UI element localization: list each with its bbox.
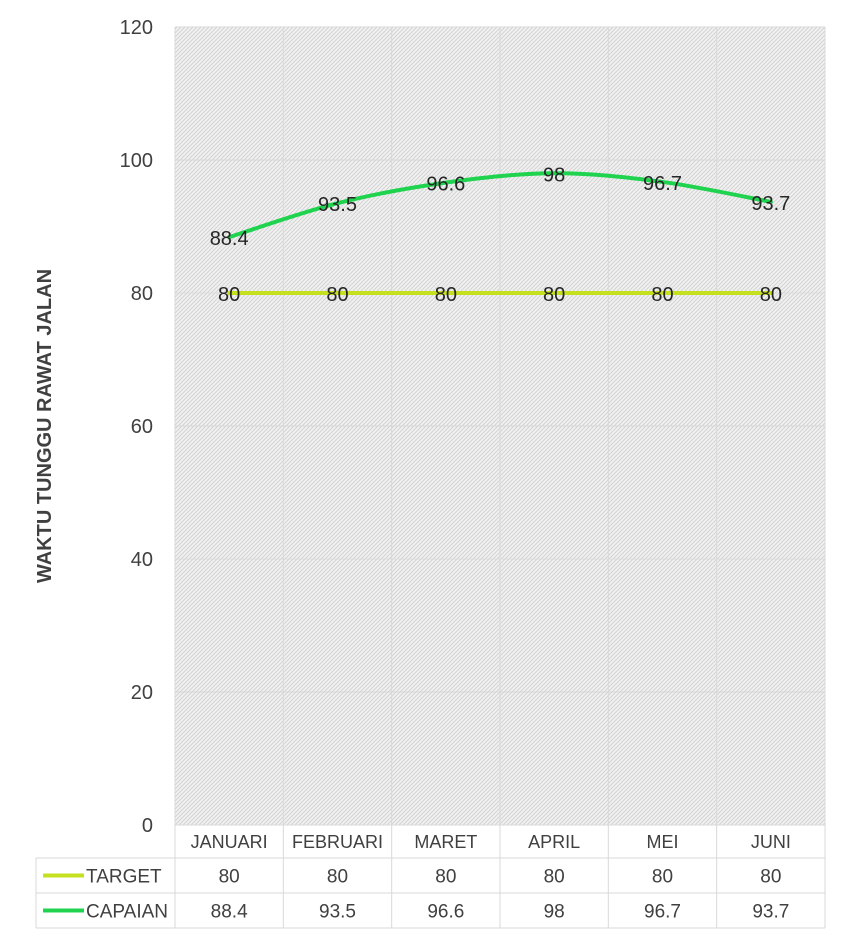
data-label: 93.7 xyxy=(751,193,790,215)
data-label: 80 xyxy=(435,284,457,306)
y-tick-label: 120 xyxy=(120,17,153,39)
table-cell: 80 xyxy=(327,867,348,888)
x-tick-label: JUNI xyxy=(751,832,791,852)
table-cell: 80 xyxy=(219,867,240,888)
y-tick-label: 60 xyxy=(131,416,153,438)
data-label: 93.5 xyxy=(318,194,357,216)
data-label: 98 xyxy=(543,164,565,186)
series-line-capaian xyxy=(227,171,773,240)
y-tick-label: 40 xyxy=(131,549,153,571)
x-tick-label: APRIL xyxy=(528,832,580,852)
x-tick-label: JANUARI xyxy=(191,832,268,852)
x-tick-label: MARET xyxy=(414,832,477,852)
x-tick-label: FEBRUARI xyxy=(292,832,383,852)
table-cell: 93.7 xyxy=(752,902,789,923)
table-cell: 96.7 xyxy=(644,902,681,923)
table-cell: 80 xyxy=(760,867,781,888)
table-cell: 80 xyxy=(435,867,456,888)
y-tick-label: 80 xyxy=(131,283,153,305)
data-label: 96.7 xyxy=(643,173,682,195)
data-label: 80 xyxy=(326,284,348,306)
y-tick-label: 100 xyxy=(120,150,153,172)
table-cell: 96.6 xyxy=(427,902,464,923)
y-tick-label: 20 xyxy=(131,682,153,704)
data-label: 80 xyxy=(543,284,565,306)
data-label: 80 xyxy=(651,284,673,306)
table-cell: 93.5 xyxy=(319,902,356,923)
x-tick-label: MEI xyxy=(646,832,678,852)
table-cell: 88.4 xyxy=(211,902,248,923)
y-axis-label: WAKTU TUNGGU RAWAT JALAN xyxy=(34,269,56,583)
table-cell: 80 xyxy=(544,867,565,888)
data-label: 80 xyxy=(218,284,240,306)
table-cell: 98 xyxy=(544,902,565,923)
data-label: 80 xyxy=(760,284,782,306)
data-label: 96.6 xyxy=(426,174,465,196)
table-cell: 80 xyxy=(652,867,673,888)
data-label: 88.4 xyxy=(210,228,249,250)
legend-label: TARGET xyxy=(86,867,162,888)
y-tick-label: 0 xyxy=(142,815,153,837)
legend-label: CAPAIAN xyxy=(86,902,168,923)
